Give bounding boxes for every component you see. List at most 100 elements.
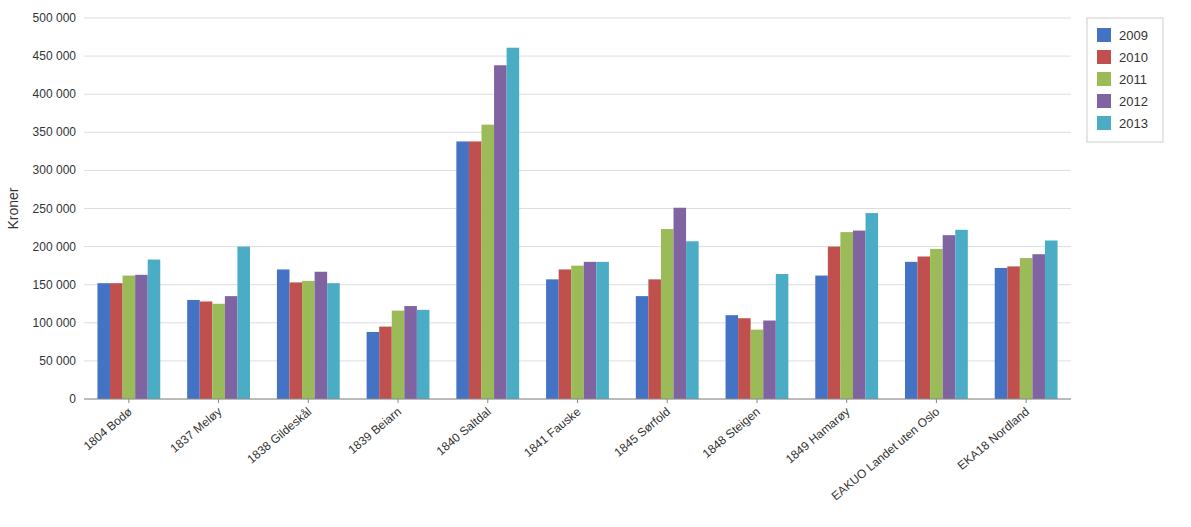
bar: 2009 (815, 276, 828, 399)
legend-box (1087, 18, 1163, 142)
x-tick-label: 1841 Fauske (521, 404, 583, 460)
x-tick (308, 399, 309, 403)
page: {"chart_data": { "type": "bar", "ylabel"… (0, 0, 1191, 527)
bar: 2013 (866, 213, 879, 399)
bar: 2013 (327, 283, 340, 399)
bar: 2012 (135, 275, 148, 399)
grid-line (84, 208, 1071, 209)
bar: 2012 (584, 262, 597, 399)
bar: 2010 (828, 247, 841, 399)
bar: 2010 (110, 283, 123, 399)
chart: 0 50 000 100 000 150 000 200 000 250 000 300 0… (0, 0, 1191, 527)
x-tick-label: 1848 Steigen (700, 405, 763, 461)
legend-label: 2012 (1119, 94, 1148, 109)
y-tick-label: 500 000 (33, 11, 77, 25)
bar: 2010 (1007, 266, 1020, 399)
series: 2009 2009 2009 2009 2009 2009 2009 2009 2009 2009… (97, 141, 1007, 399)
x-tick (398, 399, 399, 403)
bar: 2013 (686, 241, 699, 399)
grid-line (84, 132, 1071, 133)
y-tick-label: 100 000 (33, 316, 77, 330)
x-tick-label: 1849 Hamarøy (783, 405, 853, 467)
series: 2011201120112011201120112011201120112011… (123, 125, 1033, 399)
bar: 2010 (200, 301, 213, 399)
x-tick (577, 399, 578, 403)
legend-label: 2010 (1119, 50, 1148, 65)
legend-swatch (1097, 94, 1111, 108)
bar: 2009 (367, 332, 380, 399)
series: 2010201020102010201020102010201020102010… (110, 141, 1020, 399)
grid-line (84, 56, 1071, 57)
bar: 2009 (456, 141, 469, 399)
x-axis: 1804 Bodø1837 Meløy1838 Gildeskål1839 Be… (81, 399, 1071, 503)
bar: 2013 (237, 247, 250, 399)
bar: 2012 (315, 272, 328, 399)
x-tick-label: 1840 Saltdal (434, 405, 494, 459)
bars: 2009 2009 2009 2009 2009 2009 2009 2009 2009 2009… (97, 48, 1057, 399)
y-tick-label: 350 000 (33, 125, 77, 139)
legend: 20092010201120122013 (1087, 18, 1163, 142)
y-tick-label: 250 000 (33, 202, 77, 216)
legend-label: 2013 (1119, 116, 1148, 131)
bar: 2012 (404, 306, 417, 399)
bar: 2012 (1032, 254, 1045, 399)
x-tick-label: 1845 Sørfold (612, 405, 674, 460)
x-tick (846, 399, 847, 403)
x-tick (487, 399, 488, 403)
x-tick (667, 399, 668, 403)
bar: 2009 (995, 268, 1008, 399)
bar: 2010 (379, 327, 392, 399)
bar: 2012 (225, 296, 238, 399)
bar: 2009 (546, 279, 559, 399)
y-axis: 0 50 000 100 000 150 000 200 000 250 000 300 0… (33, 11, 1071, 406)
y-tick-label: 50 000 (39, 354, 76, 368)
x-tick-label: 1837 Meløy (167, 405, 224, 456)
grid-line (84, 246, 1071, 247)
x-tick (1026, 399, 1027, 403)
legend-swatch (1097, 72, 1111, 86)
series: 2012201220122012201220122012201220122012… (135, 65, 1045, 399)
bar: 2011 (930, 249, 943, 399)
bar: 2010 (918, 257, 931, 399)
bar: 2013 (148, 260, 161, 399)
series: 2013201320132013201320132013201320132013… (148, 48, 1058, 399)
bar: 2012 (494, 65, 507, 399)
x-tick (756, 399, 757, 403)
y-tick-label: 0 (69, 392, 76, 406)
bar: 2011 (661, 229, 674, 399)
y-tick-label: 400 000 (33, 87, 77, 101)
legend-swatch (1097, 116, 1111, 130)
y-tick-label: 300 000 (33, 163, 77, 177)
bar: 2009 (726, 315, 739, 399)
x-tick-label: EAKUO Landet uten Oslo (829, 404, 943, 503)
bar: 2013 (596, 262, 609, 399)
x-tick (218, 399, 219, 403)
y-tick-label: 200 000 (33, 240, 77, 254)
bar: 2011 (123, 276, 136, 399)
x-tick-label: EKA18 Nordland (955, 405, 1032, 473)
x-tick-label: 1804 Bodø (81, 404, 135, 453)
bar: 2009 (905, 262, 918, 399)
bar: 2009 (636, 296, 649, 399)
bar: 2009 (97, 283, 110, 399)
grid-line (84, 94, 1071, 95)
bar: 2012 (853, 231, 866, 399)
x-tick (128, 399, 129, 403)
y-tick-label: 150 000 (33, 278, 77, 292)
bar: 2010 (289, 282, 302, 399)
legend-swatch (1097, 28, 1111, 42)
bar: 2011 (212, 304, 225, 399)
bar: 2009 (277, 269, 290, 399)
bar: 2011 (751, 330, 764, 399)
bar: 2011 (481, 125, 494, 399)
bar: 2011 (392, 311, 405, 399)
bar: 2010 (738, 318, 751, 399)
y-tick-label: 450 000 (33, 49, 77, 63)
legend-swatch (1097, 50, 1111, 64)
bar: 2012 (674, 208, 687, 399)
x-tick-label: 1838 Gildeskål (244, 405, 314, 467)
y-axis-label: Kroner (5, 187, 21, 229)
bar: 2010 (648, 279, 661, 399)
bar: 2013 (1045, 241, 1058, 399)
x-tick (936, 399, 937, 403)
